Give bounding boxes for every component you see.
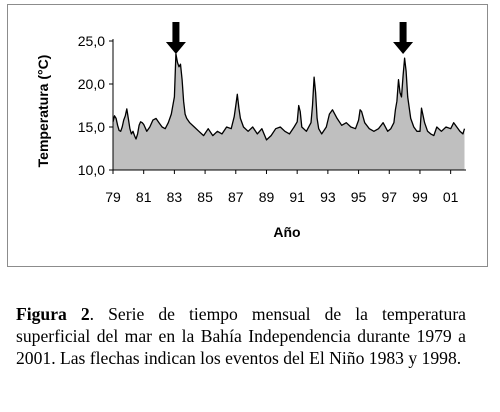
y-axis-title: Temperatura (°C) — [35, 55, 51, 168]
x-tick-label: 95 — [351, 189, 367, 205]
x-tick-label: 87 — [228, 189, 244, 205]
y-tick-label: 10,0 — [78, 162, 105, 178]
x-tick-label: 91 — [289, 189, 305, 205]
x-tick-label: 79 — [105, 189, 121, 205]
chart-svg: 10,0 15,0 20,0 25,0 79 81 83 85 87 89 91 93 95 97 99 01… — [35, 22, 466, 240]
chart-frame: 10,0 15,0 20,0 25,0 79 81 83 85 87 89 91 93 95 97 99 01… — [7, 4, 488, 267]
x-tick-label: 99 — [412, 189, 428, 205]
x-tick-label: 85 — [197, 189, 213, 205]
x-axis-title: Año — [273, 224, 300, 240]
series-area-fill — [113, 53, 465, 170]
caption-lead: Figura 2 — [16, 304, 90, 324]
el-nino-arrow — [393, 22, 414, 54]
el-nino-arrow — [165, 22, 186, 54]
plot-area — [112, 53, 466, 170]
y-tick-label: 25,0 — [78, 33, 105, 49]
x-tick-label: 97 — [381, 189, 397, 205]
y-tick-label: 15,0 — [78, 119, 105, 135]
series-line — [112, 53, 466, 141]
x-tick-label: 83 — [167, 189, 183, 205]
x-tick-label: 93 — [320, 189, 336, 205]
x-tick-label: 81 — [136, 189, 152, 205]
x-tick-label: 01 — [443, 189, 459, 205]
x-tick-label: 89 — [259, 189, 275, 205]
figure-caption: Figura 2. Serie de tiempo mensual de la … — [16, 303, 466, 369]
caption-text: . Serie de tiempo mensual de la temperat… — [16, 304, 466, 368]
axes: 10,0 15,0 20,0 25,0 79 81 83 85 87 89 91 93 95 97 99 01 — [78, 22, 466, 205]
y-tick-label: 20,0 — [78, 76, 105, 92]
